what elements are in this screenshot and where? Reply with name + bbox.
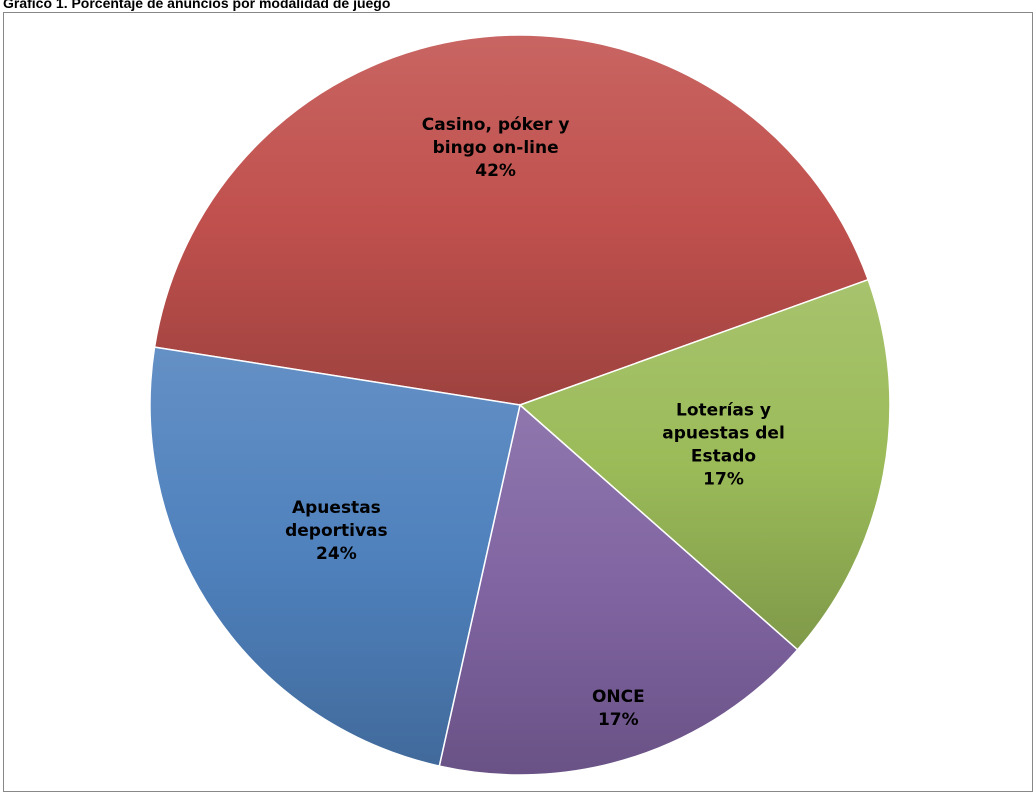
pie-slice-2 [518,278,891,651]
slice-label-3: ONCE 17% [592,687,645,730]
pie-slice-4 [149,346,521,767]
slice-label-4: Apuestas deportivas 24% [285,498,388,564]
slice-name-line: apuestas del [662,423,785,443]
slice-value-label: 17% [598,710,639,730]
slice-label-1: Casino, póker y bingo on-line 42% [422,115,570,181]
pie-slice-1 [153,34,870,406]
chart-title: Gráfico 1. Porcentaje de anuncios por mo… [3,0,391,11]
pie-slices [149,34,891,776]
slice-name-line: Loterías y [676,400,771,420]
pie-labels: Casino, póker y bingo on-line 42% Loterías … [285,115,785,730]
slice-value-label: 42% [475,161,516,181]
pie-slice-3 [438,403,799,776]
slice-name-line: Estado [691,446,756,466]
slice-value-label: 24% [316,544,357,564]
pie-chart: Casino, póker y bingo on-line 42% Loterías … [149,34,891,776]
slice-label-2: Loterías y apuestas del Estado 17% [662,400,785,489]
slice-name-line: deportivas [285,521,388,541]
slice-name-line: bingo on-line [433,138,559,158]
slice-name-line: Apuestas [292,498,381,518]
slice-name-line: Casino, póker y [422,115,570,135]
slice-value-label: 17% [703,469,744,489]
slice-name-line: ONCE [592,687,645,707]
